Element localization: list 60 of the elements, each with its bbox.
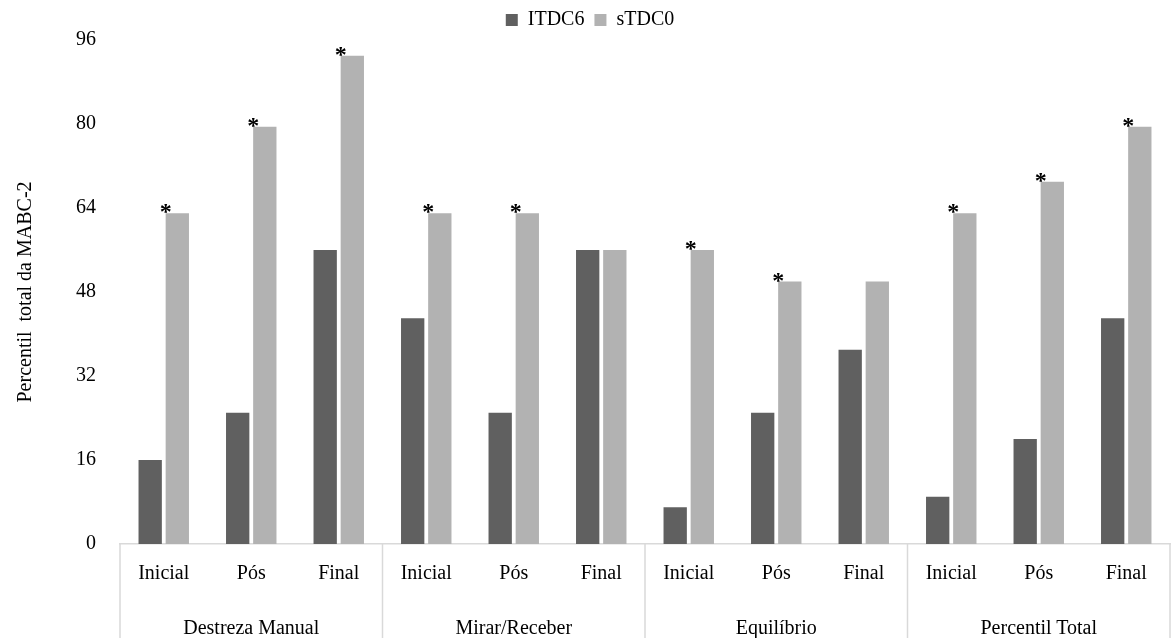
- bar: [1101, 318, 1125, 544]
- bar: [313, 250, 337, 544]
- data-label: *: [1122, 111, 1135, 138]
- bar: [253, 126, 277, 544]
- text: Equilíbrio: [735, 616, 817, 638]
- text: Destreza Manual: [183, 616, 320, 638]
- data-label: *: [422, 198, 435, 225]
- bar: [1128, 126, 1152, 544]
- bar: [401, 318, 425, 544]
- bar: [576, 250, 600, 544]
- y-axis-title: Percentil total da MABC-2: [13, 181, 36, 403]
- bar: [926, 496, 950, 544]
- bar: [165, 213, 189, 544]
- data-label: *: [1034, 166, 1047, 193]
- data-label: *: [247, 111, 260, 138]
- y-tick-label: 80: [76, 111, 96, 134]
- bar: [515, 213, 539, 544]
- y-tick-label: 16: [76, 447, 96, 470]
- data-label: *: [772, 266, 785, 293]
- x-tick-label: Pós: [761, 561, 791, 584]
- y-tick-label: 48: [76, 279, 96, 302]
- x-tick-label: Final: [1105, 561, 1148, 584]
- bar: [603, 250, 627, 544]
- bar: [138, 460, 162, 544]
- bar: [488, 412, 512, 544]
- x-tick-label: Inicial: [400, 561, 453, 584]
- bar: [838, 349, 862, 544]
- y-tick-label: 64: [76, 195, 96, 218]
- x-tick-label: Final: [843, 561, 885, 584]
- text: Percentil Total: [980, 616, 1098, 638]
- bar: [1040, 181, 1064, 544]
- text: Mirar/Receber: [455, 616, 573, 638]
- data-label: *: [334, 40, 347, 67]
- data-label: *: [159, 198, 172, 225]
- x-tick-label: Final: [318, 561, 360, 584]
- data-label: *: [684, 235, 697, 262]
- y-tick-label: 32: [76, 363, 96, 386]
- data-label: *: [509, 198, 522, 225]
- bar: [226, 412, 250, 544]
- x-tick-label: Final: [580, 561, 623, 584]
- bar: [865, 281, 889, 544]
- data-label: *: [947, 198, 960, 225]
- bar: [1013, 439, 1037, 544]
- bar: [428, 213, 452, 544]
- bar: [340, 55, 364, 544]
- x-tick-label: Inicial: [138, 561, 190, 584]
- x-tick-label: Inicial: [663, 561, 715, 584]
- bar: [751, 412, 775, 544]
- bar: [690, 250, 714, 544]
- y-tick-label: 96: [76, 27, 96, 50]
- bar: [663, 507, 687, 544]
- legend-label: ITDC6: [527, 7, 585, 30]
- bar: [953, 213, 977, 544]
- y-tick-label: 0: [86, 531, 96, 554]
- x-tick-label: Inicial: [925, 561, 978, 584]
- x-tick-label: Pós: [236, 561, 266, 584]
- x-tick-label: Pós: [499, 561, 529, 584]
- x-tick-label: Pós: [1024, 561, 1054, 584]
- legend-label: sTDC0: [616, 7, 675, 30]
- bar: [778, 281, 802, 544]
